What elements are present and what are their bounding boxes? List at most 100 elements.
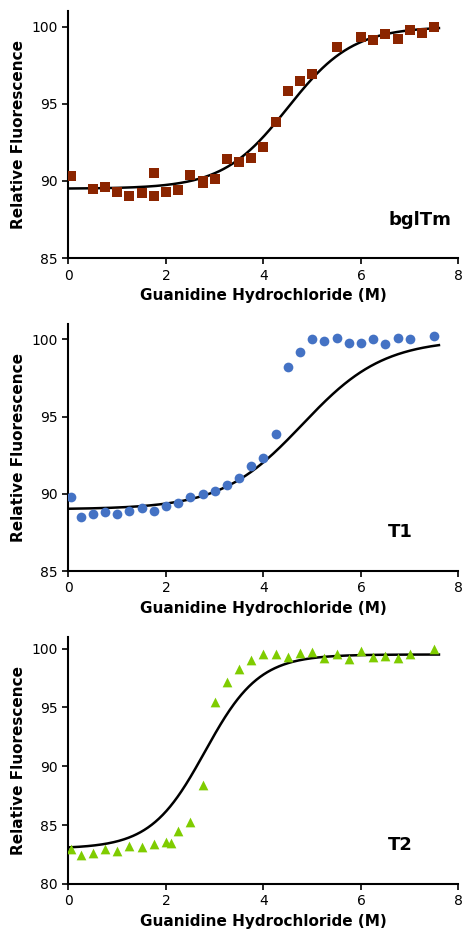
Point — [223, 674, 231, 689]
Point — [138, 500, 146, 515]
X-axis label: Guanidine Hydrochloride (M): Guanidine Hydrochloride (M) — [140, 601, 387, 616]
Point — [430, 329, 438, 344]
Point — [199, 777, 206, 792]
Point — [284, 650, 292, 665]
X-axis label: Guanidine Hydrochloride (M): Guanidine Hydrochloride (M) — [140, 914, 387, 929]
Point — [394, 650, 401, 666]
Point — [67, 169, 75, 184]
Y-axis label: Relative Fluorescence: Relative Fluorescence — [11, 666, 26, 854]
Point — [284, 84, 292, 99]
Point — [89, 181, 97, 196]
Point — [150, 165, 157, 180]
Point — [394, 330, 401, 345]
Point — [150, 189, 157, 204]
Point — [174, 182, 182, 197]
Point — [138, 186, 146, 201]
Point — [296, 646, 304, 661]
Point — [150, 837, 157, 852]
Point — [187, 814, 194, 829]
Point — [77, 847, 84, 862]
Point — [320, 650, 328, 666]
Point — [394, 31, 401, 46]
Point — [309, 67, 316, 82]
Point — [167, 836, 174, 851]
Point — [223, 478, 231, 493]
Point — [406, 332, 413, 347]
Point — [211, 694, 219, 709]
Point — [382, 26, 389, 41]
Point — [77, 509, 84, 525]
Text: bglTm: bglTm — [388, 211, 451, 228]
Point — [260, 139, 267, 154]
Point — [162, 184, 170, 199]
Point — [430, 19, 438, 34]
Point — [430, 641, 438, 656]
Y-axis label: Relative Fluorescence: Relative Fluorescence — [11, 40, 26, 229]
Point — [272, 115, 280, 130]
Point — [187, 167, 194, 182]
Point — [162, 834, 170, 849]
X-axis label: Guanidine Hydrochloride (M): Guanidine Hydrochloride (M) — [140, 289, 387, 303]
Point — [260, 451, 267, 466]
Point — [406, 647, 413, 662]
Point — [235, 155, 243, 170]
Point — [199, 174, 206, 189]
Point — [369, 650, 377, 665]
Point — [272, 426, 280, 441]
Point — [272, 647, 280, 662]
Text: T1: T1 — [388, 524, 413, 541]
Point — [126, 189, 133, 204]
Point — [101, 841, 109, 856]
Point — [211, 172, 219, 187]
Point — [296, 344, 304, 359]
Point — [89, 507, 97, 522]
Point — [333, 647, 340, 662]
Point — [260, 647, 267, 662]
Point — [382, 649, 389, 664]
Point — [309, 645, 316, 660]
Point — [67, 490, 75, 505]
Point — [235, 661, 243, 676]
Point — [333, 330, 340, 345]
Point — [89, 846, 97, 861]
Point — [320, 334, 328, 349]
Point — [247, 150, 255, 165]
Point — [187, 490, 194, 505]
Point — [235, 471, 243, 486]
Point — [138, 840, 146, 855]
Point — [174, 495, 182, 510]
Point — [101, 505, 109, 520]
Point — [284, 360, 292, 375]
Point — [357, 644, 365, 659]
Point — [296, 73, 304, 88]
Point — [211, 483, 219, 498]
Point — [309, 332, 316, 347]
Point — [126, 503, 133, 518]
Text: T2: T2 — [388, 837, 413, 854]
Point — [382, 337, 389, 352]
Point — [369, 332, 377, 347]
Point — [199, 175, 206, 190]
Point — [333, 39, 340, 55]
Point — [162, 499, 170, 514]
Point — [101, 180, 109, 195]
Point — [247, 459, 255, 474]
Point — [174, 823, 182, 838]
Point — [345, 335, 353, 350]
Point — [357, 30, 365, 45]
Point — [357, 335, 365, 350]
Point — [418, 25, 426, 40]
Point — [113, 184, 121, 199]
Point — [247, 653, 255, 668]
Point — [199, 486, 206, 501]
Point — [126, 838, 133, 854]
Point — [369, 33, 377, 48]
Point — [223, 152, 231, 167]
Point — [67, 841, 75, 856]
Y-axis label: Relative Fluorescence: Relative Fluorescence — [11, 353, 26, 542]
Point — [150, 503, 157, 518]
Point — [345, 651, 353, 666]
Point — [406, 23, 413, 38]
Point — [113, 843, 121, 858]
Point — [113, 507, 121, 522]
